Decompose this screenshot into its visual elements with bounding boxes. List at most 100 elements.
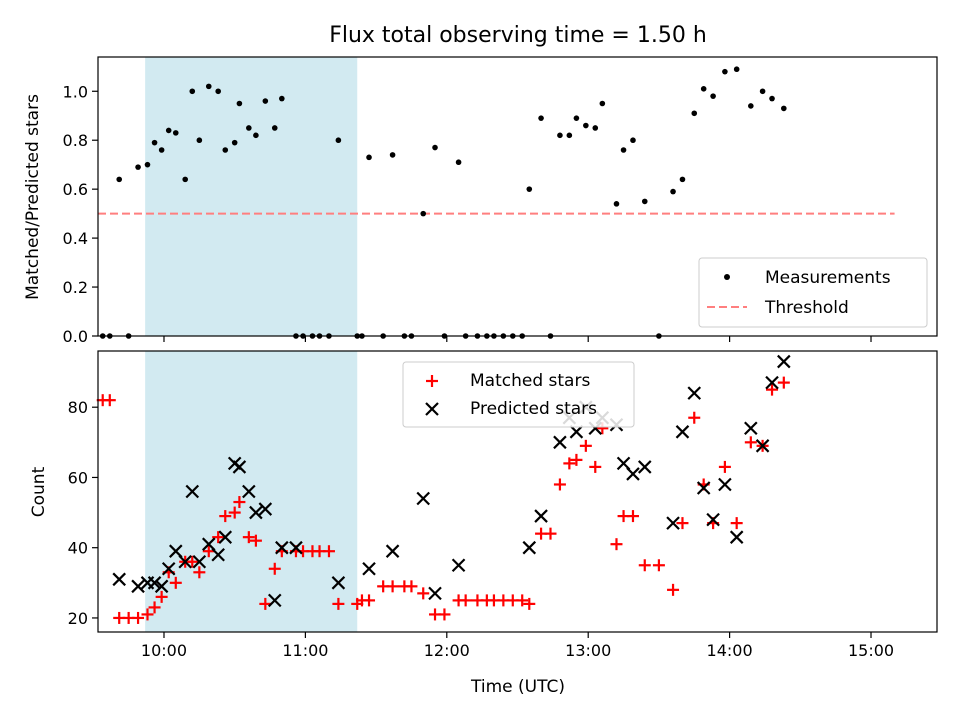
x-stroke-b	[267, 593, 282, 608]
measurement-point	[262, 98, 269, 104]
x-stroke-b	[626, 467, 640, 481]
legend-measurements-label: Measurements	[765, 268, 891, 288]
legend-measurements-marker	[724, 274, 730, 280]
bottom-highlight-span	[145, 351, 358, 632]
top-y-axis-label: Matched/Predicted stars	[23, 94, 43, 300]
matched-star-point	[744, 436, 757, 449]
top-highlight-span	[145, 57, 358, 336]
x-stroke-b	[534, 509, 548, 523]
predicted-star-point	[112, 572, 126, 587]
top-x-ticks	[163, 336, 872, 342]
matched-star-point	[667, 583, 680, 596]
matched-star-point	[438, 608, 451, 621]
predicted-star-point	[218, 530, 233, 544]
matched-star-point	[155, 590, 168, 603]
predicted-star-point	[192, 554, 207, 569]
measurement-point	[573, 115, 580, 121]
predicted-star-point	[258, 502, 273, 516]
matched-star-point	[417, 587, 430, 600]
x-stroke-b	[192, 554, 207, 569]
predicted-star-point	[696, 481, 711, 495]
matched-star-point	[570, 453, 583, 466]
measurement-point	[158, 147, 165, 153]
predicted-star-point	[147, 576, 162, 590]
predicted-star-point	[185, 484, 200, 499]
predicted-star-point	[242, 484, 256, 499]
predicted-star-point	[765, 375, 779, 390]
matched-star-point	[202, 545, 215, 558]
x-stroke-b	[362, 561, 376, 576]
bottom-y-axis-label: Count	[29, 466, 49, 517]
measurement-point	[144, 161, 151, 168]
x-tick-label: 11:00	[282, 641, 328, 660]
matched-star-point	[553, 478, 566, 491]
measurement-point	[557, 132, 563, 139]
predicted-star-point	[729, 530, 744, 544]
x-stroke-b	[161, 561, 176, 576]
x-stroke-b	[687, 386, 702, 400]
matched-star-point	[688, 411, 701, 424]
predicted-star-point	[161, 561, 176, 576]
predicted-star-point	[289, 540, 303, 555]
x-stroke-b	[211, 547, 225, 562]
matched-star-point	[212, 531, 225, 544]
top-legend-box	[698, 257, 928, 328]
predicted-star-point	[154, 579, 169, 594]
x-stroke-b	[258, 502, 273, 516]
measurement-point	[231, 139, 238, 146]
top-plot-frame	[97, 56, 938, 337]
x-stroke-b	[428, 586, 442, 601]
predicted-star-point	[428, 586, 442, 601]
x-stroke-b	[385, 544, 400, 558]
predicted-star-point	[744, 421, 758, 436]
measurement-point	[253, 132, 259, 139]
matched-star-point	[610, 538, 623, 551]
x-stroke-b	[765, 375, 779, 390]
y-tick-label: 0.4	[63, 229, 88, 248]
x-stroke-b	[675, 425, 690, 439]
matched-star-point	[193, 566, 206, 579]
x-stroke-b	[185, 484, 200, 499]
matched-star-point	[259, 597, 272, 610]
measurement-point	[366, 154, 372, 161]
measurement-point	[583, 122, 589, 129]
measurement-point	[538, 115, 544, 121]
x-stroke-b	[168, 544, 183, 558]
x-stroke-b	[729, 530, 744, 544]
measurement-point	[432, 144, 438, 151]
predicted-star-point	[637, 460, 652, 474]
legend-matched-marker	[426, 375, 438, 387]
matched-star-point	[332, 597, 345, 610]
x-stroke-b	[522, 540, 537, 555]
predicted-star-point	[675, 425, 690, 439]
predicted-star-point	[131, 579, 145, 594]
measurement-point	[271, 125, 278, 131]
measurement-point	[630, 137, 636, 144]
x-stroke-b	[706, 512, 720, 527]
predicted-star-point	[522, 540, 537, 555]
measurement-point	[722, 68, 728, 75]
top-legend: Measurements Threshold	[698, 257, 928, 328]
x-stroke-b	[232, 460, 247, 474]
matched-star-point	[386, 580, 399, 593]
y-tick-label: 40	[68, 539, 88, 558]
x-stroke-b	[147, 576, 162, 590]
matched-star-point	[405, 580, 418, 593]
measurement-point	[196, 137, 203, 144]
measurement-point	[215, 88, 221, 95]
matched-star-point	[242, 531, 255, 544]
measurement-point	[116, 176, 123, 183]
y-tick-label: 0.8	[63, 131, 88, 150]
predicted-star-point	[755, 439, 770, 453]
x-tick-label: 14:00	[707, 641, 753, 660]
matched-star-point	[544, 527, 557, 540]
predicted-star-point	[706, 512, 720, 527]
x-stroke-b	[416, 491, 431, 506]
measurement-point	[279, 95, 285, 102]
matched-star-point	[652, 559, 665, 572]
measurement-point	[566, 132, 573, 139]
chart-title: Flux total observing time = 1.50 h	[329, 23, 707, 48]
predicted-star-point	[553, 435, 567, 450]
legend-matched-label: Matched stars	[470, 371, 590, 391]
predicted-star-point	[666, 516, 680, 530]
